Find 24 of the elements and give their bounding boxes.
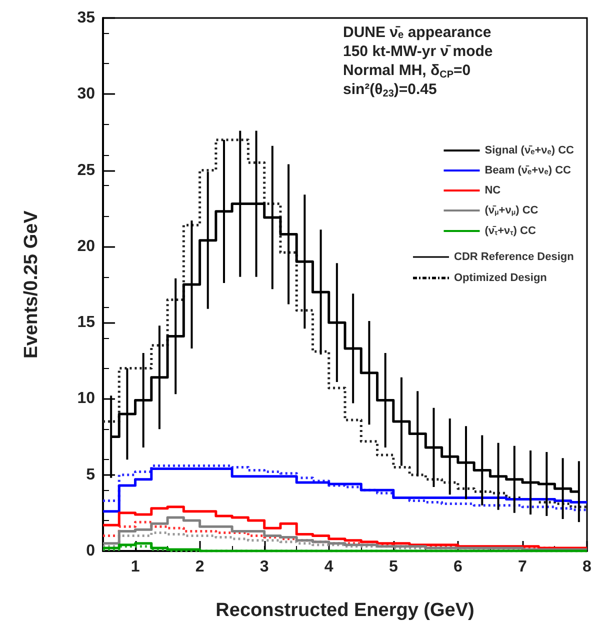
y-axis-title: Events/0.25 GeV [21,210,42,358]
y-tick-label: 0 [86,542,96,560]
y-tick-label: 30 [77,86,96,103]
x-axis-title: Reconstructed Energy (GeV) [216,600,474,621]
legend-label: Signal (ν̄ₑ+νₑ) CC [484,144,574,156]
y-tick-label: 5 [86,466,96,484]
x-tick-label: 7 [518,558,528,576]
x-tick-label: 2 [195,558,204,576]
x-tick-label: 8 [582,558,592,576]
x-tick-label: 1 [130,558,140,576]
x-tick-label: 5 [388,558,398,576]
x-tick-label: 6 [453,558,462,576]
chart-title: DUNE ν̄ₑ appearance [343,24,492,41]
y-tick-label: 25 [77,162,96,179]
y-tick-label: 15 [77,314,96,332]
annotation: Optimized Design [454,272,547,284]
x-tick-label: 3 [260,558,269,576]
x-tick-label: 4 [324,558,334,576]
y-tick-label: 35 [77,10,96,26]
annotation: CDR Reference Design [454,250,574,262]
legend-label: Beam (ν̄ₑ+νₑ) CC [484,164,572,176]
legend-label: NC [484,184,501,196]
y-tick-label: 20 [77,238,96,255]
y-tick-label: 10 [77,390,96,408]
